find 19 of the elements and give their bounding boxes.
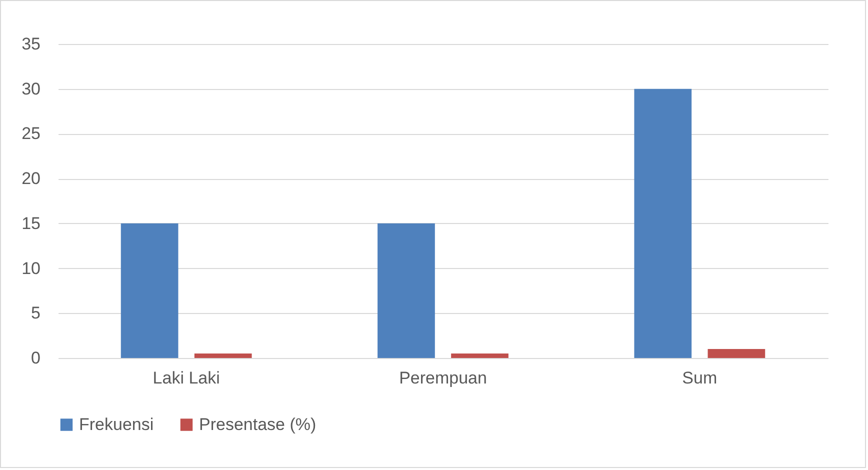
y-tick-label: 15	[22, 214, 40, 233]
y-tick-label: 30	[22, 79, 40, 98]
y-tick-label: 20	[22, 169, 40, 188]
y-tick-label: 0	[31, 348, 40, 368]
bar	[451, 354, 508, 358]
legend-label: Presentase (%)	[199, 414, 316, 434]
y-tick-label: 10	[22, 258, 40, 278]
y-tick-label: 25	[22, 124, 40, 144]
x-tick-label: Laki Laki	[152, 368, 220, 388]
bar	[634, 88, 692, 358]
bar	[708, 349, 766, 358]
y-tick-label: 5	[31, 304, 40, 323]
bar	[378, 223, 435, 358]
y-tick-label: 35	[22, 34, 40, 54]
legend-label: Frekuensi	[79, 414, 154, 434]
x-tick-label: Perempuan	[399, 368, 487, 388]
bar	[120, 223, 178, 358]
bar	[194, 354, 252, 358]
x-tick-label: Sum	[682, 368, 718, 388]
